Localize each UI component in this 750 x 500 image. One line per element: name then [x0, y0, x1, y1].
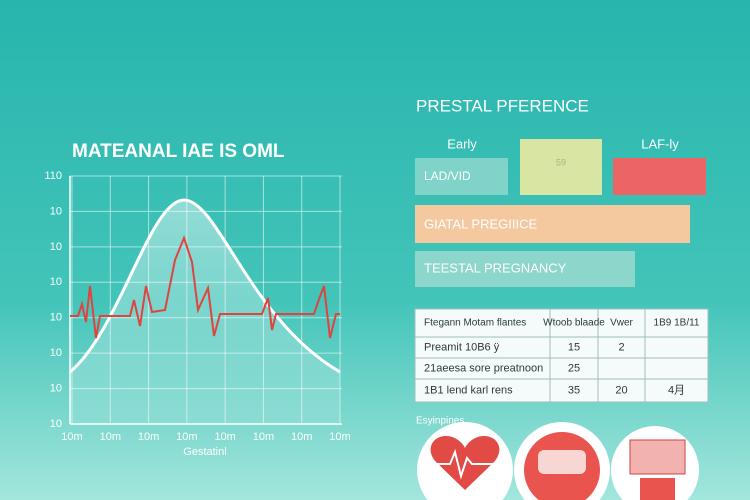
x-label: 10m [253, 431, 274, 443]
y-label: 10 [50, 276, 62, 288]
table-header: Wtoob blaade [543, 318, 605, 329]
y-label: 10 [50, 347, 62, 359]
info-title: PRESTAL PFERENCE [416, 96, 589, 115]
table-cell: 1B1 lend karl rens [424, 384, 513, 396]
y-label: 10 [50, 205, 62, 217]
table-header: Vwer [610, 318, 633, 329]
x-label: 10m [176, 431, 197, 443]
y-label: 10 [50, 241, 62, 253]
x-axis-label: Gestatinl [183, 446, 226, 458]
y-label: 10 [50, 312, 62, 324]
table-cell: 4月 [668, 384, 685, 396]
chart-title: MATEANAL IAE IS OML [72, 141, 285, 162]
heartbeat-line [70, 235, 340, 339]
table-cell: 20 [615, 384, 627, 396]
table-cell: 2 [618, 341, 624, 353]
icon-detail [538, 450, 586, 474]
bar-teal-text: TEESTAL PREGNANCY [424, 260, 567, 275]
table-cell: 15 [568, 341, 580, 353]
x-label: 10m [329, 431, 350, 443]
icon-detail [640, 478, 675, 500]
x-label: 10m [61, 431, 82, 443]
table-cell: 35 [568, 384, 580, 396]
x-label: 10m [138, 431, 159, 443]
table-cell: Preamit 10B6 ÿ [424, 341, 500, 353]
y-label: 10 [50, 382, 62, 394]
x-label: 10m [291, 431, 312, 443]
box-left [415, 158, 508, 195]
y-label: 10 [50, 418, 62, 430]
box-right [613, 158, 706, 195]
x-label: 10m [214, 431, 235, 443]
box-left-text: LAD/VID [424, 169, 471, 183]
icon-grid [629, 439, 686, 475]
y-label: 110 [44, 170, 62, 182]
bell-curve [69, 198, 341, 374]
box-middle-text: 59 [556, 157, 566, 167]
x-label: 10m [100, 431, 121, 443]
late-label: LAF-ly [641, 136, 679, 151]
early-label: Early [447, 136, 477, 151]
box-middle [520, 139, 602, 195]
table-cell: 25 [568, 362, 580, 374]
table-header: 1B9 1B/11 [654, 318, 700, 329]
table [414, 308, 709, 403]
heart-pulse [434, 448, 496, 480]
bar-teal [415, 251, 635, 287]
symptoms-label: Esyinpines [416, 416, 464, 427]
bell-area [70, 200, 340, 424]
bar-peach [415, 205, 690, 243]
table-cell: 21aeesa sore preatnoon [424, 362, 543, 374]
bar-peach-text: GIATAL PREGIIICE [424, 216, 538, 231]
table-header: Ftegann Motam flantes [424, 318, 526, 329]
